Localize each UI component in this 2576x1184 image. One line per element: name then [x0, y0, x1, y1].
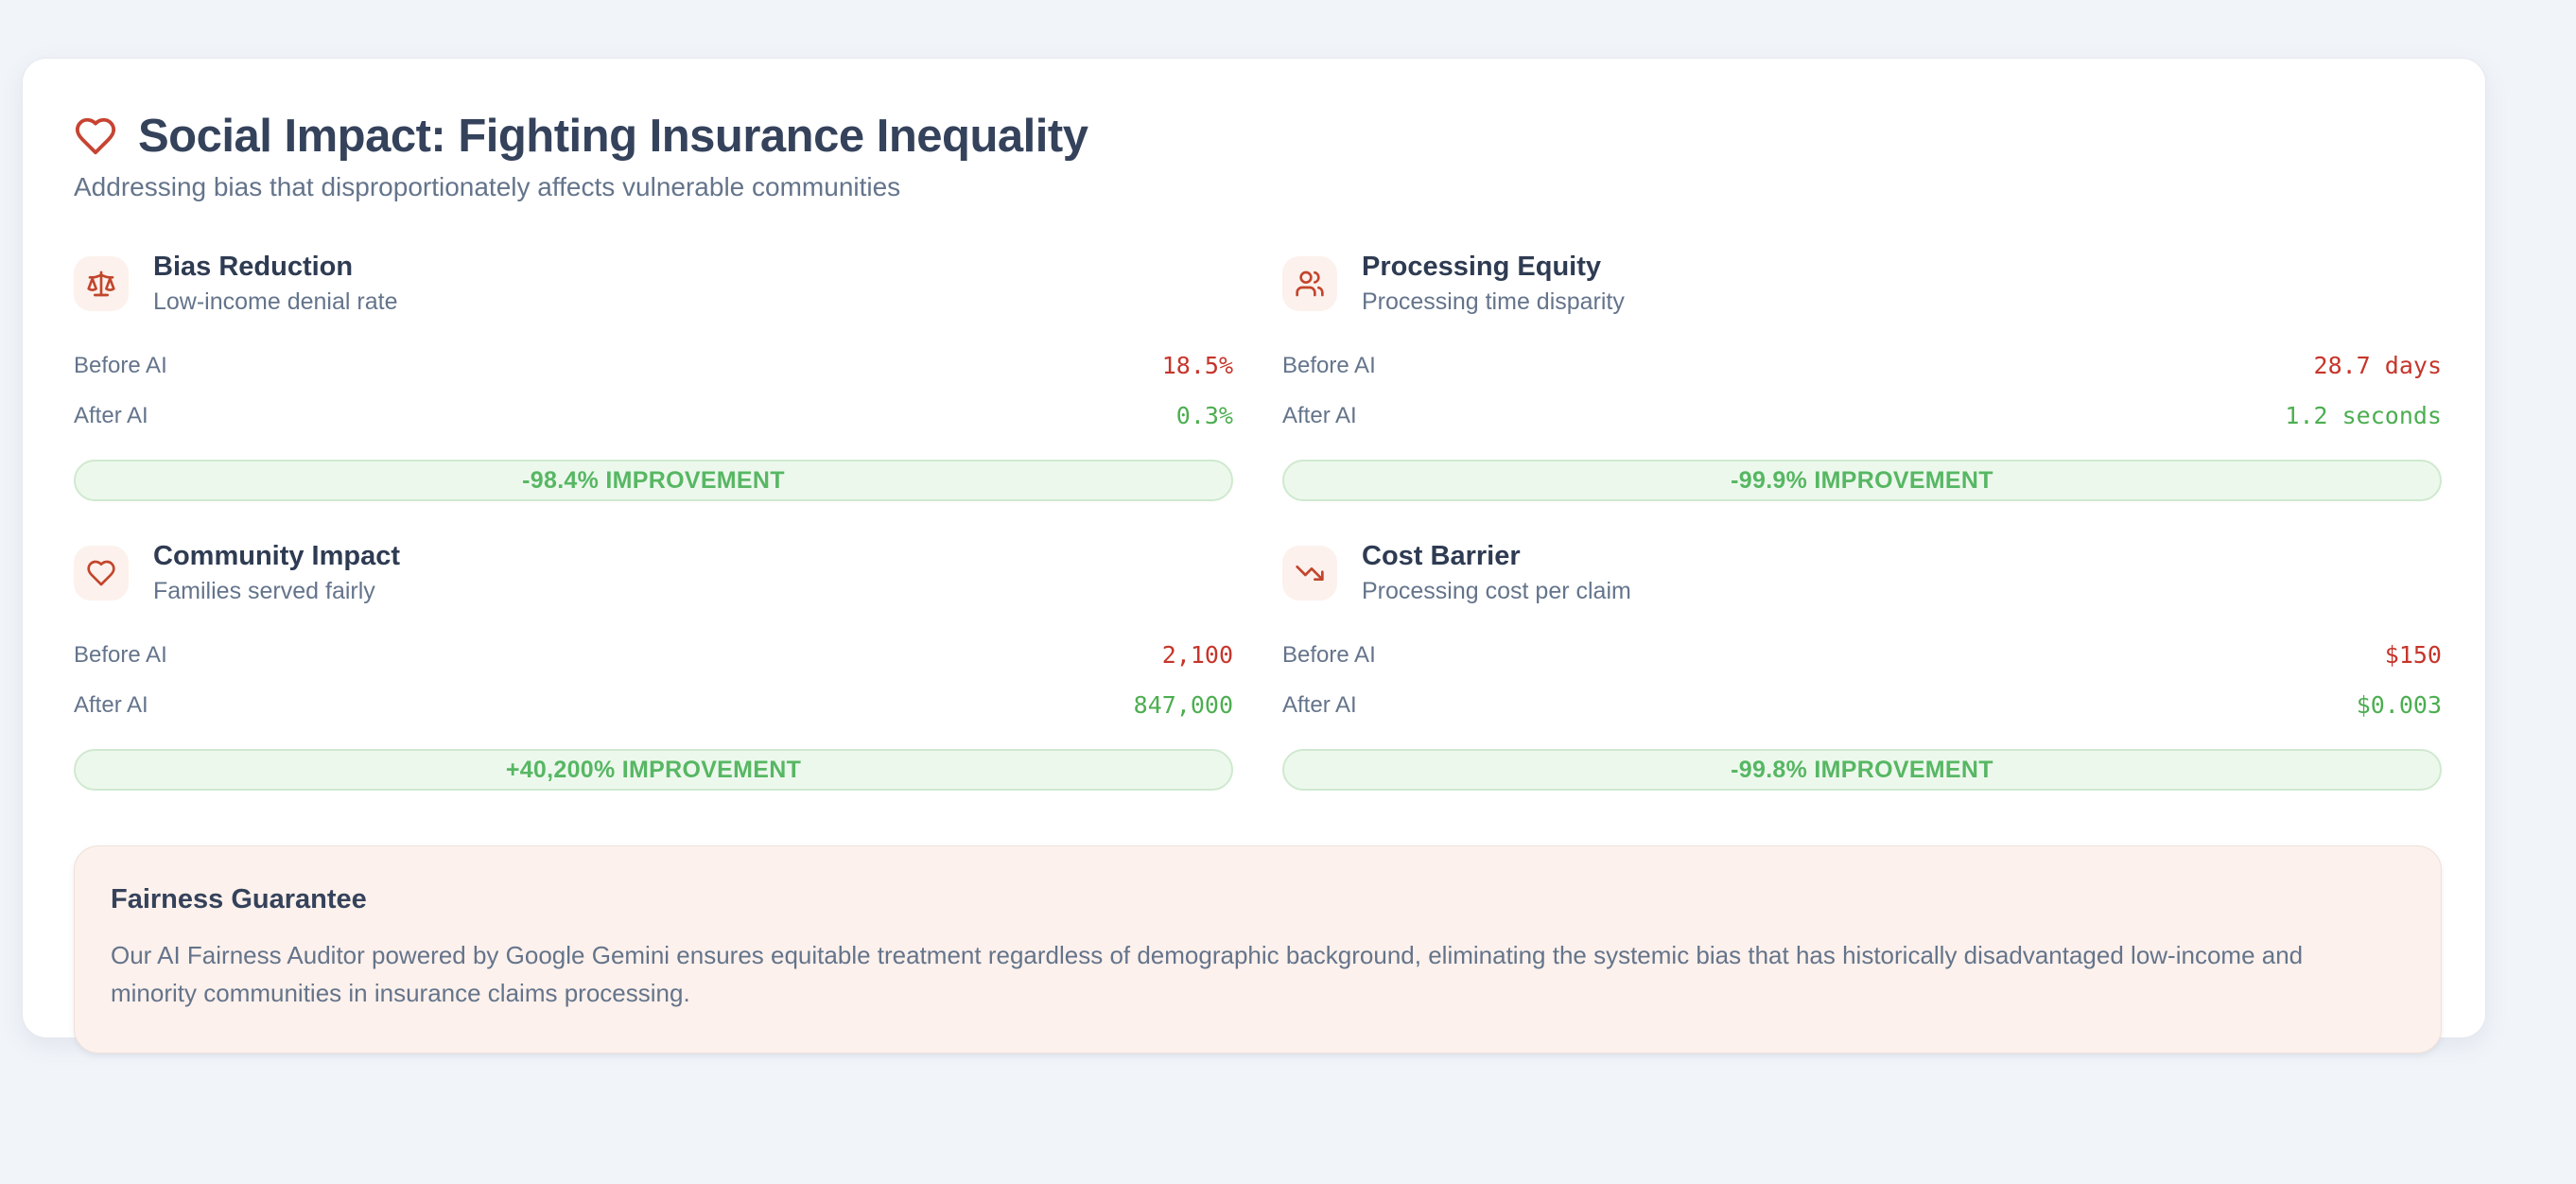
before-ai-row: Before AI 2,100 — [74, 630, 1233, 680]
before-ai-row: Before AI 18.5% — [74, 340, 1233, 391]
metric-title: Community Impact — [153, 541, 401, 571]
improvement-text: -98.4% IMPROVEMENT — [522, 466, 785, 494]
metrics-grid: Bias Reduction Low-income denial rate Be… — [74, 252, 2442, 791]
metric-titles: Processing Equity Processing time dispar… — [1362, 252, 1625, 316]
metric-subtitle: Processing cost per claim — [1362, 578, 1631, 604]
metric-subtitle: Low-income denial rate — [153, 288, 398, 315]
after-ai-value: 847,000 — [1133, 691, 1233, 719]
metric-subtitle: Families served fairly — [153, 578, 375, 604]
improvement-text: -99.9% IMPROVEMENT — [1731, 466, 1993, 494]
after-ai-value: 0.3% — [1175, 402, 1233, 429]
improvement-text: -99.8% IMPROVEMENT — [1731, 756, 1993, 783]
heart-icon — [74, 114, 117, 158]
metric-card-processing-equity: Processing Equity Processing time dispar… — [1282, 252, 2442, 501]
panel-header: Social Impact: Fighting Insurance Inequa… — [74, 110, 2442, 202]
after-ai-row: After AI 0.3% — [74, 391, 1233, 441]
after-ai-label: After AI — [1282, 691, 1357, 718]
metric-title: Cost Barrier — [1362, 541, 1521, 571]
social-impact-panel: Social Impact: Fighting Insurance Inequa… — [22, 58, 2486, 1053]
before-ai-value: $150 — [2384, 641, 2442, 669]
heart-icon — [74, 546, 129, 601]
metric-title: Bias Reduction — [153, 252, 354, 282]
before-ai-label: Before AI — [74, 352, 167, 378]
metric-rows: Before AI 2,100 After AI 847,000 — [74, 630, 1233, 730]
metric-header: Bias Reduction Low-income denial rate — [74, 252, 1233, 316]
metric-titles: Community Impact Families served fairly — [153, 541, 400, 605]
improvement-badge: -99.9% IMPROVEMENT — [1282, 460, 2442, 501]
metric-card-community-impact: Community Impact Families served fairly … — [74, 541, 1233, 791]
after-ai-row: After AI 1.2 seconds — [1282, 391, 2442, 441]
fairness-guarantee-panel: Fairness Guarantee Our AI Fairness Audit… — [74, 845, 2442, 1053]
metric-card-bias-reduction: Bias Reduction Low-income denial rate Be… — [74, 252, 1233, 501]
after-ai-row: After AI 847,000 — [74, 680, 1233, 730]
metric-card-cost-barrier: Cost Barrier Processing cost per claim B… — [1282, 541, 2442, 791]
before-ai-value: 28.7 days — [2313, 352, 2442, 379]
before-ai-label: Before AI — [1282, 641, 1376, 668]
metric-rows: Before AI $150 After AI $0.003 — [1282, 630, 2442, 730]
page-title: Social Impact: Fighting Insurance Inequa… — [74, 110, 2442, 163]
metric-rows: Before AI 18.5% After AI 0.3% — [74, 340, 1233, 441]
metric-subtitle: Processing time disparity — [1362, 288, 1625, 315]
scale-icon — [74, 256, 129, 311]
after-ai-label: After AI — [1282, 402, 1357, 428]
before-ai-row: Before AI $150 — [1282, 630, 2442, 680]
after-ai-label: After AI — [74, 691, 148, 718]
after-ai-row: After AI $0.003 — [1282, 680, 2442, 730]
metric-header: Community Impact Families served fairly — [74, 541, 1233, 605]
metric-rows: Before AI 28.7 days After AI 1.2 seconds — [1282, 340, 2442, 441]
fairness-body: Our AI Fairness Auditor powered by Googl… — [111, 941, 2304, 1008]
metric-title: Processing Equity — [1362, 252, 1602, 282]
before-ai-value: 2,100 — [1161, 641, 1233, 669]
improvement-badge: -98.4% IMPROVEMENT — [74, 460, 1233, 501]
before-ai-label: Before AI — [1282, 352, 1376, 378]
before-ai-value: 18.5% — [1161, 352, 1233, 379]
after-ai-label: After AI — [74, 402, 148, 428]
page-title-text: Social Impact: Fighting Insurance Inequa… — [138, 111, 1088, 162]
improvement-badge: -99.8% IMPROVEMENT — [1282, 749, 2442, 791]
fairness-title: Fairness Guarantee — [111, 884, 367, 914]
users-icon — [1282, 256, 1337, 311]
improvement-text: +40,200% IMPROVEMENT — [505, 756, 802, 783]
metric-titles: Bias Reduction Low-income denial rate — [153, 252, 397, 316]
improvement-badge: +40,200% IMPROVEMENT — [74, 749, 1233, 791]
metric-header: Processing Equity Processing time dispar… — [1282, 252, 2442, 316]
after-ai-value: 1.2 seconds — [2285, 402, 2442, 429]
after-ai-value: $0.003 — [2356, 691, 2442, 719]
page-subtitle: Addressing bias that disproportionately … — [74, 172, 901, 201]
trending-down-icon — [1282, 546, 1337, 601]
metric-header: Cost Barrier Processing cost per claim — [1282, 541, 2442, 605]
before-ai-row: Before AI 28.7 days — [1282, 340, 2442, 391]
metric-titles: Cost Barrier Processing cost per claim — [1362, 541, 1631, 605]
before-ai-label: Before AI — [74, 641, 167, 668]
